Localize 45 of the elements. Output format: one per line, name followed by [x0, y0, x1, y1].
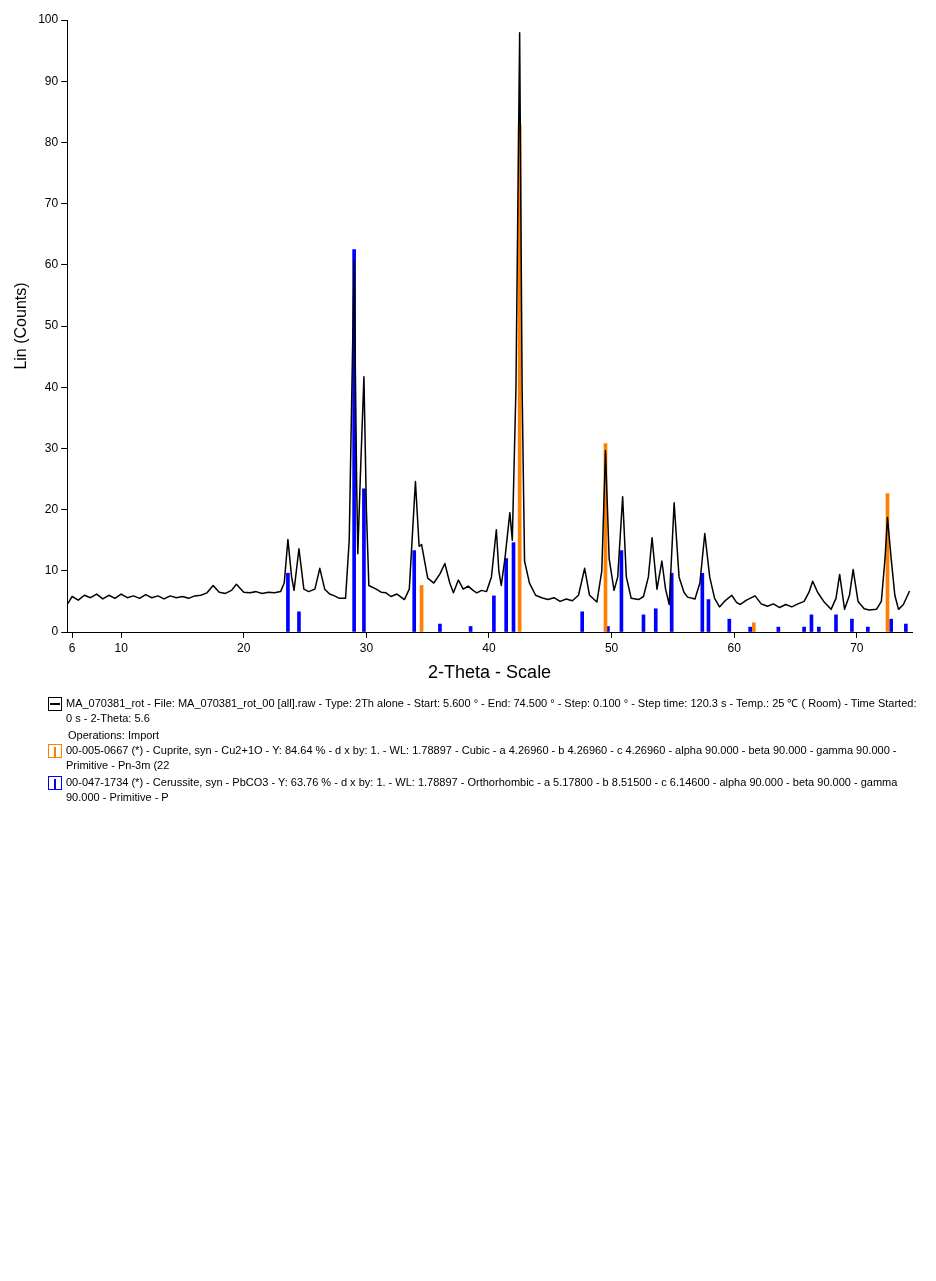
y-tick-label: 40 — [44, 379, 59, 394]
x-tick-label: 40 — [482, 640, 496, 655]
bar — [412, 550, 417, 632]
y-tick-label: 20 — [44, 501, 59, 516]
y-axis-title: Lin (Counts) — [12, 282, 30, 370]
y-tick-label: 100 — [38, 12, 59, 27]
x-tick-label: 30 — [359, 640, 374, 655]
bar — [904, 623, 908, 632]
bar — [669, 572, 674, 632]
bar — [748, 626, 752, 632]
bar — [492, 595, 496, 632]
y-tick-label: 10 — [44, 563, 59, 578]
bar — [816, 626, 821, 632]
y-tick-label: 90 — [44, 73, 59, 88]
bar — [834, 614, 838, 632]
bar — [297, 611, 301, 632]
legend-label: MA_070381_rot - File: MA_070381_rot_00 [all].raw - Type: 2Th alone - Start: 5.600 ° - End: 74.500 ° - Step: 0.100 ° - Step time: 120.3 s - Temp.: 25 ℃ ( Room) - Time Started: 0 s - 2-Theta: 5.6 — [66, 696, 918, 726]
bar — [727, 618, 732, 632]
bar — [362, 488, 366, 632]
bar — [653, 608, 658, 632]
bar — [580, 611, 585, 632]
x-tick-label: 20 — [237, 640, 251, 655]
x-tick-label: 6 — [68, 640, 76, 655]
y-tick-label: 0 — [51, 624, 59, 639]
x-tick-label: 10 — [114, 640, 129, 655]
bar — [752, 622, 756, 632]
y-tick-label: 30 — [44, 440, 59, 455]
bar — [889, 618, 893, 632]
bar — [438, 623, 442, 632]
bar — [286, 572, 290, 632]
x-tick-label: 70 — [850, 640, 864, 655]
legend-label: 00-047-1734 (*) - Cerussite, syn - PbCO3 - Y: 63.76 % - d x by: 1. - WL: 1.78897 - Orthorhombic - a 5.17800 - b 8.51500 - c 6.14600 - alpha 90.000 - beta 90.000 - gamma 90.000 - Primitive - P — [66, 775, 899, 805]
x-tick-label: 50 — [604, 640, 619, 655]
y-tick-label: 80 — [44, 134, 59, 149]
bar — [802, 626, 806, 632]
y-tick-label: 50 — [44, 318, 59, 333]
y-tick-label: 60 — [44, 257, 59, 272]
bar — [866, 626, 870, 632]
bar — [504, 558, 508, 632]
x-axis-title: 2-Theta - Scale — [428, 662, 552, 683]
bar — [850, 618, 854, 632]
y-tick-label: 70 — [44, 195, 59, 210]
legend-label: 00-005-0667 (*) - Cuprite, syn - Cu2+1O - Y: 84.64 % - d x by: 1. - WL: 1.78897 - Cubic - a 4.26960 - b 4.26960 - c 4.26960 - alpha 90.000 - beta 90.000 - gamma 90.000 - Primitive - Pn-3m (22 — [66, 743, 898, 773]
x-tick-label: 60 — [727, 640, 742, 655]
text: Operations: Import — [67, 728, 161, 743]
